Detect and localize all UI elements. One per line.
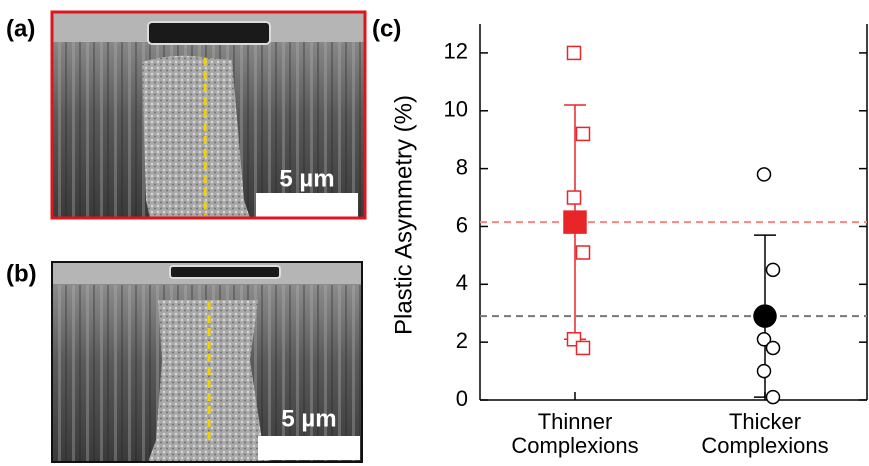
mean-marker xyxy=(753,304,777,328)
panel-label: (a) xyxy=(6,15,35,42)
sem-image-a xyxy=(50,10,367,220)
data-point xyxy=(756,167,772,182)
y-tick-label: 8 xyxy=(456,154,468,179)
y-tick-label: 10 xyxy=(444,97,468,122)
scale-bar-label: 5 µm xyxy=(281,405,336,432)
mean-marker xyxy=(563,210,587,234)
data-point xyxy=(765,340,781,356)
y-tick-label: 2 xyxy=(456,328,468,353)
data-point xyxy=(566,45,582,61)
data-point xyxy=(765,389,781,405)
y-tick-label: 6 xyxy=(456,212,468,237)
x-tick-label: Thicker Complexions xyxy=(701,409,829,458)
y-axis-label: Plastic Asymmetry (%) xyxy=(390,95,417,335)
panel-label: (b) xyxy=(6,260,37,287)
y-tick-label: 4 xyxy=(456,270,468,295)
data-point xyxy=(756,363,772,379)
data-point xyxy=(575,245,591,260)
y-tick-label: 0 xyxy=(456,386,468,411)
data-point xyxy=(575,126,591,142)
x-tick-label: Thinner Complexions xyxy=(511,409,639,458)
data-point xyxy=(765,262,781,278)
data-point xyxy=(566,190,582,205)
panel-label: (c) xyxy=(372,15,401,42)
data-point xyxy=(575,340,591,356)
data-point xyxy=(756,332,772,347)
sem-image-b xyxy=(51,261,363,463)
y-tick-label: 12 xyxy=(444,39,468,64)
scale-bar-label: 5 µm xyxy=(279,165,334,192)
